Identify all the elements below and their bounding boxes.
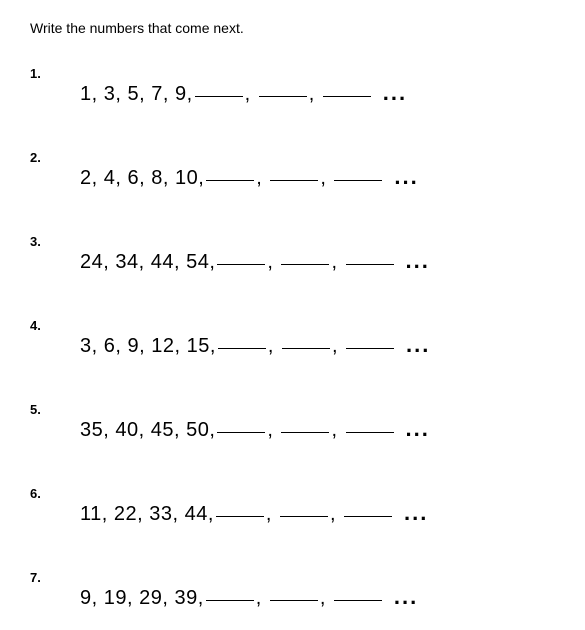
problem-content: 2, 4, 6, 8, 10, , , ...: [80, 150, 419, 190]
sequence-text: 3, 6, 9, 12, 15,: [80, 335, 216, 358]
comma: ,: [320, 167, 326, 190]
problem-content: 9, 19, 29, 39, , , ...: [80, 570, 418, 610]
comma: ,: [256, 167, 262, 190]
answer-blank[interactable]: [195, 96, 243, 97]
comma: ,: [331, 419, 337, 442]
answer-blank[interactable]: [334, 180, 382, 181]
comma: ,: [267, 419, 273, 442]
problem-row: 7. 9, 19, 29, 39, , , ...: [30, 570, 555, 610]
answer-blank[interactable]: [217, 432, 265, 433]
ellipsis: ...: [406, 248, 430, 274]
answer-blank[interactable]: [206, 600, 254, 601]
problem-number: 6.: [30, 486, 80, 501]
problem-row: 2. 2, 4, 6, 8, 10, , , ...: [30, 150, 555, 190]
problem-row: 4. 3, 6, 9, 12, 15, , , ...: [30, 318, 555, 358]
ellipsis: ...: [404, 500, 428, 526]
problem-number: 1.: [30, 66, 80, 81]
problem-number: 5.: [30, 402, 80, 417]
answer-blank[interactable]: [270, 180, 318, 181]
problem-content: 3, 6, 9, 12, 15, , , ...: [80, 318, 430, 358]
comma: ,: [267, 251, 273, 274]
problem-row: 6. 11, 22, 33, 44, , , ...: [30, 486, 555, 526]
problem-number: 7.: [30, 570, 80, 585]
problem-row: 5. 35, 40, 45, 50, , , ...: [30, 402, 555, 442]
sequence-text: 2, 4, 6, 8, 10,: [80, 167, 204, 190]
answer-blank[interactable]: [217, 264, 265, 265]
sequence-text: 1, 3, 5, 7, 9,: [80, 83, 193, 106]
comma: ,: [332, 335, 338, 358]
sequence-text: 24, 34, 44, 54,: [80, 251, 215, 274]
problem-row: 3. 24, 34, 44, 54, , , ...: [30, 234, 555, 274]
answer-blank[interactable]: [346, 348, 394, 349]
problem-number: 4.: [30, 318, 80, 333]
answer-blank[interactable]: [282, 348, 330, 349]
sequence-text: 35, 40, 45, 50,: [80, 419, 215, 442]
answer-blank[interactable]: [346, 264, 394, 265]
problem-content: 24, 34, 44, 54, , , ...: [80, 234, 430, 274]
problem-number: 3.: [30, 234, 80, 249]
sequence-text: 11, 22, 33, 44,: [80, 503, 214, 526]
answer-blank[interactable]: [218, 348, 266, 349]
problem-content: 11, 22, 33, 44, , , ...: [80, 486, 428, 526]
answer-blank[interactable]: [259, 96, 307, 97]
comma: ,: [256, 587, 262, 610]
comma: ,: [266, 503, 272, 526]
ellipsis: ...: [394, 584, 418, 610]
answer-blank[interactable]: [323, 96, 371, 97]
problem-content: 35, 40, 45, 50, , , ...: [80, 402, 430, 442]
ellipsis: ...: [383, 80, 407, 106]
answer-blank[interactable]: [334, 600, 382, 601]
answer-blank[interactable]: [346, 432, 394, 433]
instruction-text: Write the numbers that come next.: [30, 20, 555, 36]
problem-row: 1. 1, 3, 5, 7, 9, , , ...: [30, 66, 555, 106]
answer-blank[interactable]: [216, 516, 264, 517]
comma: ,: [268, 335, 274, 358]
comma: ,: [309, 83, 315, 106]
problem-content: 1, 3, 5, 7, 9, , , ...: [80, 66, 407, 106]
problems-list: 1. 1, 3, 5, 7, 9, , , ... 2. 2, 4, 6, 8,…: [30, 66, 555, 610]
sequence-text: 9, 19, 29, 39,: [80, 587, 204, 610]
comma: ,: [331, 251, 337, 274]
comma: ,: [320, 587, 326, 610]
answer-blank[interactable]: [281, 264, 329, 265]
answer-blank[interactable]: [280, 516, 328, 517]
comma: ,: [245, 83, 251, 106]
answer-blank[interactable]: [270, 600, 318, 601]
answer-blank[interactable]: [281, 432, 329, 433]
comma: ,: [330, 503, 336, 526]
answer-blank[interactable]: [344, 516, 392, 517]
answer-blank[interactable]: [206, 180, 254, 181]
ellipsis: ...: [406, 416, 430, 442]
ellipsis: ...: [406, 332, 430, 358]
ellipsis: ...: [394, 164, 418, 190]
problem-number: 2.: [30, 150, 80, 165]
